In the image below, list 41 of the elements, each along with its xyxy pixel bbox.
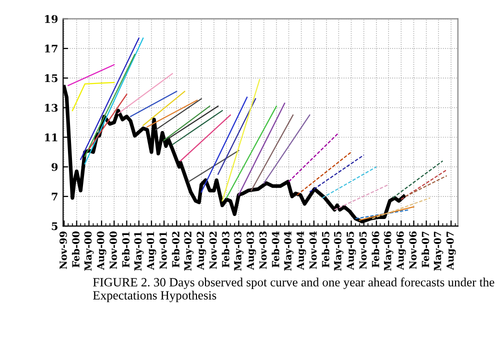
y-tick-label: 11: [45, 133, 58, 142]
x-tick-label: May-07: [434, 232, 444, 271]
x-tick-label: Aug-00: [96, 231, 106, 270]
x-tick-label: May-01: [134, 232, 144, 271]
x-tick-label: Feb-01: [122, 232, 130, 268]
y-tick-label: 7: [52, 192, 58, 200]
x-tick-label: Nov-02: [209, 232, 217, 270]
x-tick-label: Feb-07: [422, 232, 430, 268]
x-tick-label: May-04: [284, 231, 294, 271]
x-tick-label: Aug-06: [396, 231, 406, 270]
y-tick-label: 15: [45, 74, 58, 82]
x-tick-label: Nov-03: [259, 232, 267, 270]
x-tick-label: May-02: [184, 232, 194, 271]
x-tick-label: Nov-00: [110, 231, 117, 270]
x-tick-label: Aug-04: [296, 231, 306, 270]
y-tick-label: 17: [45, 44, 58, 52]
x-tick-label: Aug-01: [146, 232, 156, 270]
x-tick-label: May-03: [234, 232, 244, 271]
x-tick-label: Nov-06: [409, 231, 417, 270]
y-tick-label: 9: [52, 163, 58, 171]
x-tick-label: May-00: [84, 231, 94, 271]
x-tick-label: Aug-05: [346, 232, 356, 270]
x-tick-label: Aug-02: [196, 232, 206, 270]
x-tick-label: Feb-04: [272, 231, 280, 268]
x-tick-label: Feb-02: [172, 232, 180, 268]
x-tick-label: Nov-99: [60, 232, 67, 270]
x-tick-label: Aug-03: [246, 232, 256, 270]
x-tick-label: Nov-04: [309, 231, 317, 270]
caption: FIGURE 2. 30 Days observed spot curve and one year ahead forecasts under the Expectations Hypothesis: [93, 278, 494, 302]
x-tick-label: Feb-00: [72, 231, 80, 268]
y-tick-label: 19: [45, 15, 58, 23]
y-tick-label: 5: [52, 222, 58, 230]
x-tick-label: May-05: [334, 232, 344, 271]
x-tick-label: Aug-07: [446, 232, 456, 270]
x-tick-label: May-06: [384, 231, 394, 271]
y-tick-label: 13: [45, 104, 58, 112]
x-tick-label: Nov-01: [160, 232, 167, 270]
x-tick-label: Nov-05: [359, 232, 367, 270]
x-tick-label: Feb-03: [222, 232, 230, 268]
x-tick-label: Feb-06: [372, 231, 380, 268]
x-tick-label: Feb-05: [322, 232, 330, 268]
